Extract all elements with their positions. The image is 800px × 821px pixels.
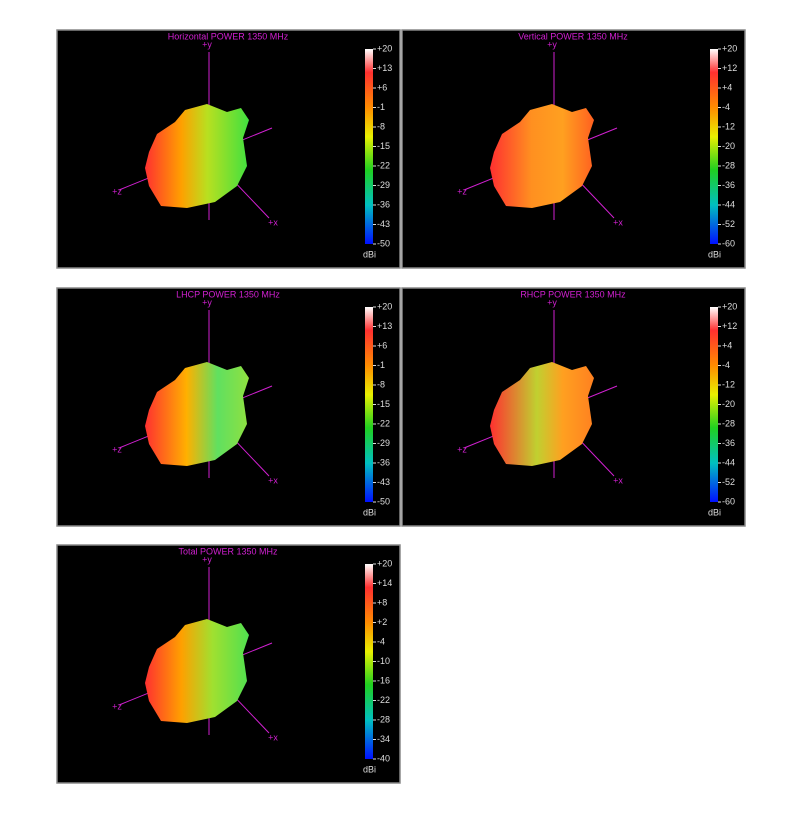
axis-label-x: +x [268, 217, 278, 227]
colorbar-tick-label: -8 [377, 379, 385, 389]
colorbar-tick-label: -4 [377, 636, 385, 646]
colorbar-tick-label: -28 [722, 418, 735, 428]
colorbar-tick-label: +20 [722, 301, 737, 311]
panel: Total POWER 1350 MHz+y +z +x +20 +14 +8 +2 -4 -1… [56, 544, 401, 784]
axis-label-z: +z [112, 701, 122, 711]
colorbar-tick-label: +6 [377, 82, 387, 92]
axis-label-x: +x [613, 217, 623, 227]
axis-label-y: +y [547, 39, 557, 49]
colorbar-tick-label: -60 [722, 496, 735, 506]
colorbar [365, 307, 373, 502]
axis-label-z: +z [112, 444, 122, 454]
colorbar-tick-label: -52 [722, 219, 735, 229]
colorbar [365, 49, 373, 244]
panel: Horizontal POWER 1350 MHz+y +z +x +20 +13 +6 -… [56, 29, 401, 269]
panel: LHCP POWER 1350 MHz+y +z +x +20 +13 +6 -1 -8 -15… [56, 287, 401, 527]
colorbar-tick-label: -4 [722, 360, 730, 370]
colorbar-tick-label: -36 [722, 180, 735, 190]
radiation-pattern [145, 619, 249, 723]
radiation-pattern [490, 104, 594, 208]
colorbar-tick-label: -1 [377, 360, 385, 370]
colorbar-tick-label: -22 [377, 418, 390, 428]
panel-title: LHCP POWER 1350 MHz [176, 289, 280, 299]
axis-label-x: +x [268, 732, 278, 742]
colorbar-tick-label: +20 [377, 43, 392, 53]
colorbar-tick-label: -50 [377, 238, 390, 248]
panel-title: Vertical POWER 1350 MHz [518, 31, 628, 41]
colorbar-tick-label: -20 [722, 399, 735, 409]
colorbar-unit: dBi [708, 507, 721, 517]
colorbar-tick-label: -8 [377, 121, 385, 131]
panel-title: Horizontal POWER 1350 MHz [168, 31, 289, 41]
axis-label-y: +y [202, 39, 212, 49]
colorbar-tick-label: -34 [377, 734, 390, 744]
colorbar-unit: dBi [363, 249, 376, 259]
colorbar-tick-label: -12 [722, 379, 735, 389]
colorbar-tick-label: +20 [377, 558, 392, 568]
colorbar-tick-label: -43 [377, 477, 390, 487]
colorbar-tick-label: -15 [377, 141, 390, 151]
colorbar-tick-label: -44 [722, 199, 735, 209]
colorbar-tick-label: +20 [722, 43, 737, 53]
colorbar-tick-label: +4 [722, 82, 732, 92]
colorbar-tick-label: -12 [722, 121, 735, 131]
colorbar [365, 564, 373, 759]
colorbar-tick-label: -28 [377, 714, 390, 724]
radiation-pattern [145, 362, 249, 466]
colorbar [710, 49, 718, 244]
axis-label-x: +x [613, 475, 623, 485]
panel-title: RHCP POWER 1350 MHz [520, 289, 626, 299]
colorbar-tick-label: -40 [377, 753, 390, 763]
panel: RHCP POWER 1350 MHz+y +z +x +20 +12 +4 -4 -12 -2… [401, 287, 746, 527]
colorbar-unit: dBi [363, 507, 376, 517]
axis-label-y: +y [202, 297, 212, 307]
radiation-pattern [490, 362, 594, 466]
colorbar-tick-label: +13 [377, 321, 392, 331]
panel-title: Total POWER 1350 MHz [178, 546, 278, 556]
colorbar-tick-label: +4 [722, 340, 732, 350]
colorbar-tick-label: +14 [377, 578, 392, 588]
colorbar-tick-label: -36 [377, 199, 390, 209]
colorbar-unit: dBi [708, 249, 721, 259]
colorbar-tick-label: -50 [377, 496, 390, 506]
colorbar-unit: dBi [363, 764, 376, 774]
colorbar-tick-label: -36 [377, 457, 390, 467]
colorbar-tick-label: -22 [377, 695, 390, 705]
colorbar-tick-label: +6 [377, 340, 387, 350]
colorbar-tick-label: -4 [722, 102, 730, 112]
axis-label-z: +z [112, 186, 122, 196]
colorbar-tick-label: -20 [722, 141, 735, 151]
colorbar-tick-label: -28 [722, 160, 735, 170]
radiation-pattern [145, 104, 249, 208]
colorbar-tick-label: -10 [377, 656, 390, 666]
colorbar-tick-label: -36 [722, 438, 735, 448]
colorbar-tick-label: +2 [377, 617, 387, 627]
colorbar [710, 307, 718, 502]
colorbar-tick-label: -29 [377, 180, 390, 190]
colorbar-tick-label: -15 [377, 399, 390, 409]
colorbar-tick-label: +13 [377, 63, 392, 73]
colorbar-tick-label: -43 [377, 219, 390, 229]
colorbar-tick-label: -44 [722, 457, 735, 467]
axis-label-z: +z [457, 186, 467, 196]
axis-label-x: +x [268, 475, 278, 485]
axis-label-y: +y [547, 297, 557, 307]
colorbar-tick-label: +8 [377, 597, 387, 607]
panel: Vertical POWER 1350 MHz+y +z +x +20 +12 +4 -4 -… [401, 29, 746, 269]
colorbar-tick-label: -16 [377, 675, 390, 685]
axis-label-y: +y [202, 554, 212, 564]
colorbar-tick-label: -52 [722, 477, 735, 487]
colorbar-tick-label: +12 [722, 63, 737, 73]
colorbar-tick-label: -22 [377, 160, 390, 170]
colorbar-tick-label: -1 [377, 102, 385, 112]
colorbar-tick-label: -29 [377, 438, 390, 448]
colorbar-tick-label: +12 [722, 321, 737, 331]
axis-label-z: +z [457, 444, 467, 454]
colorbar-tick-label: +20 [377, 301, 392, 311]
colorbar-tick-label: -60 [722, 238, 735, 248]
